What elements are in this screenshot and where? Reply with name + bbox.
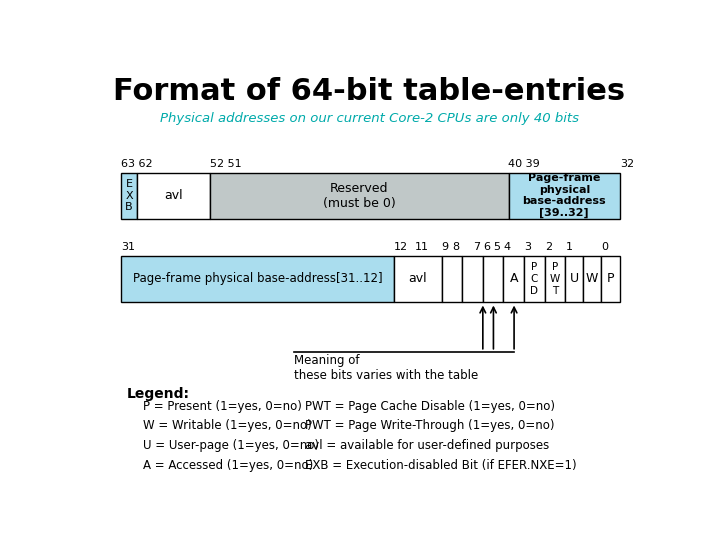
Text: 0: 0: [601, 242, 608, 252]
Text: U = User-page (1=yes, 0=no): U = User-page (1=yes, 0=no): [143, 440, 319, 453]
Text: 7: 7: [473, 242, 480, 252]
Text: P
C
D: P C D: [531, 262, 539, 295]
Text: PWT = Page Cache Disable (1=yes, 0=no): PWT = Page Cache Disable (1=yes, 0=no): [305, 400, 555, 413]
Bar: [394, 256, 441, 302]
Text: Reserved
(must be 0): Reserved (must be 0): [323, 182, 395, 210]
Text: P: P: [607, 273, 614, 286]
Text: 9: 9: [441, 242, 449, 252]
Bar: [601, 256, 620, 302]
Text: P
W
T: P W T: [550, 262, 560, 295]
Text: Legend:: Legend:: [126, 387, 189, 401]
Text: EXB = Execution-disabled Bit (if EFER.NXE=1): EXB = Execution-disabled Bit (if EFER.NX…: [305, 460, 577, 472]
Bar: [583, 256, 601, 302]
Text: W = Writable (1=yes, 0=no): W = Writable (1=yes, 0=no): [143, 420, 312, 433]
Bar: [441, 256, 462, 302]
Text: 4: 4: [503, 242, 510, 252]
Text: 1: 1: [565, 242, 572, 252]
Text: 3: 3: [524, 242, 531, 252]
Text: 40 39: 40 39: [508, 159, 540, 168]
Text: 8: 8: [452, 242, 459, 252]
Text: Page-frame physical base-address[31..12]: Page-frame physical base-address[31..12]: [132, 273, 382, 286]
Bar: [210, 173, 508, 219]
Text: Meaning of
these bits varies with the table: Meaning of these bits varies with the ta…: [294, 354, 478, 382]
Text: avl: avl: [164, 190, 183, 202]
Text: Physical addresses on our current Core-2 CPUs are only 40 bits: Physical addresses on our current Core-2…: [160, 112, 578, 125]
Bar: [462, 256, 483, 302]
Bar: [121, 256, 394, 302]
Text: avl = available for user-defined purposes: avl = available for user-defined purpose…: [305, 440, 549, 453]
Text: PWT = Page Write-Through (1=yes, 0=no): PWT = Page Write-Through (1=yes, 0=no): [305, 420, 554, 433]
Text: U: U: [570, 273, 579, 286]
Text: 12: 12: [394, 242, 408, 252]
Text: P = Present (1=yes, 0=no): P = Present (1=yes, 0=no): [143, 400, 302, 413]
Bar: [545, 256, 565, 302]
Text: 2: 2: [545, 242, 552, 252]
Text: A: A: [510, 273, 518, 286]
Text: 52 51: 52 51: [210, 159, 242, 168]
Text: 5: 5: [493, 242, 500, 252]
Bar: [524, 256, 545, 302]
Text: 63 62: 63 62: [121, 159, 153, 168]
Text: 6: 6: [483, 242, 490, 252]
Bar: [138, 173, 210, 219]
Text: A = Accessed (1=yes, 0=no): A = Accessed (1=yes, 0=no): [143, 460, 313, 472]
Text: Format of 64-bit table-entries: Format of 64-bit table-entries: [113, 77, 625, 106]
Bar: [503, 256, 524, 302]
Text: E
X
B: E X B: [125, 179, 133, 212]
Bar: [565, 256, 583, 302]
Bar: [483, 256, 503, 302]
Bar: [508, 173, 620, 219]
Text: 32: 32: [620, 159, 634, 168]
Text: 11: 11: [415, 242, 429, 252]
Text: avl: avl: [408, 273, 427, 286]
Text: 31: 31: [121, 242, 135, 252]
Bar: [121, 173, 138, 219]
Text: W: W: [586, 273, 598, 286]
Text: Page-frame
physical
base-address
[39..32]: Page-frame physical base-address [39..32…: [523, 173, 606, 218]
